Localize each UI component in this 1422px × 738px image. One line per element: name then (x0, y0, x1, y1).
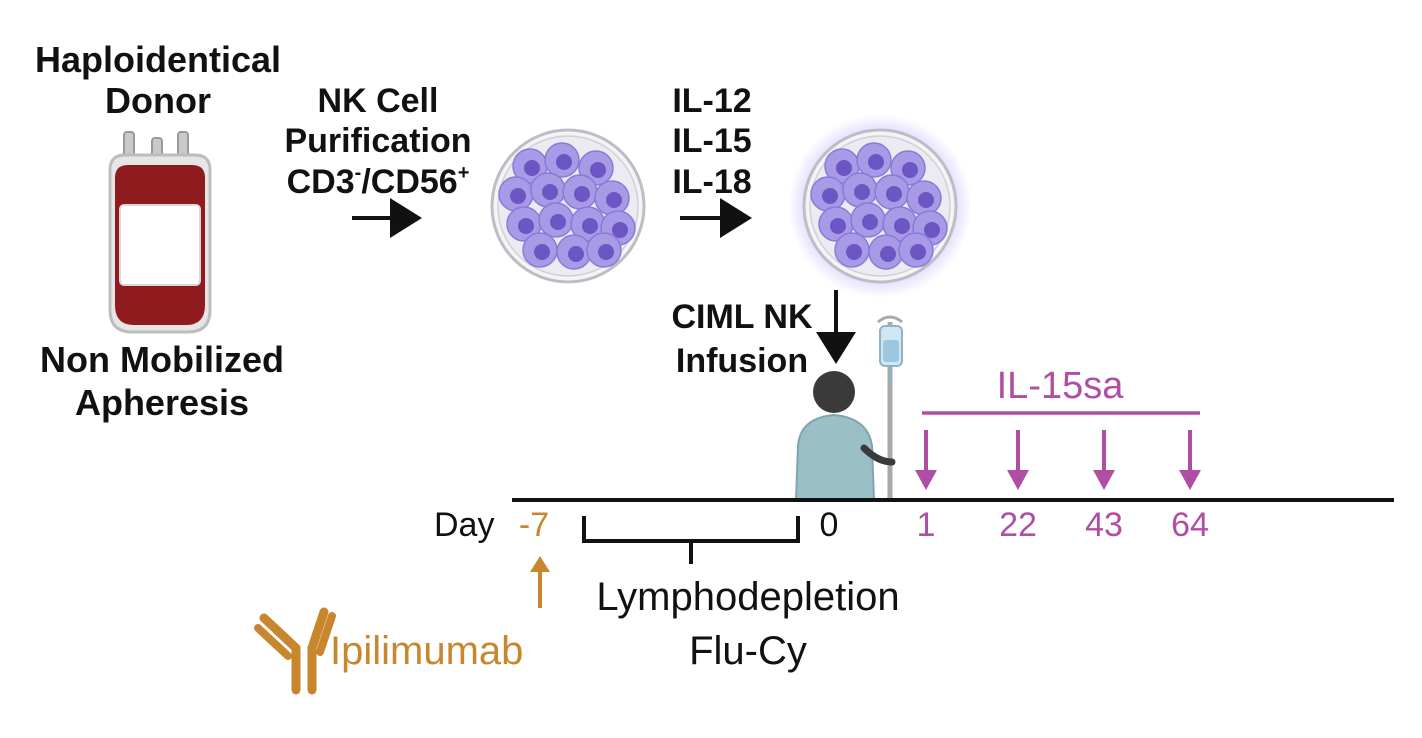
il15sa-day-label: 64 (1171, 506, 1209, 544)
il15sa-day-label: 43 (1085, 506, 1123, 544)
donor-title-line1: Haploidentical (35, 39, 281, 80)
donor-title-line2: Donor (105, 80, 211, 121)
cytokine-section: IL-12 IL-15 IL-18 (672, 82, 752, 238)
cytokine-il15: IL-15 (672, 122, 751, 160)
lymphodepletion-line2: Flu-Cy (689, 629, 807, 673)
nk-cell-dish (490, 128, 646, 284)
blood-bag-icon (108, 131, 212, 334)
cytokine-il12: IL-12 (672, 82, 751, 120)
day-0: 0 (820, 506, 839, 544)
marker-cd3: CD3 (287, 163, 355, 201)
ciml-nk-cells (810, 142, 948, 270)
il15sa-arrowhead (915, 470, 937, 490)
infusion-section: CIML NK Infusion (671, 290, 856, 380)
il15sa-day-label: 1 (917, 506, 936, 544)
il15sa-arrows (915, 430, 1201, 490)
infusion-line2: Infusion (676, 342, 808, 380)
antibody-icon (254, 607, 336, 695)
il15sa-arrowhead (1007, 470, 1029, 490)
cytokine-il18: IL-18 (672, 163, 751, 201)
purification-section: NK Cell Purification CD3-/CD56+ (284, 82, 472, 238)
timeline: Day -7 0 1 22 43 64 Lymphodepletion Flu-Cy (434, 498, 1394, 673)
nk-cells (498, 142, 636, 270)
donor-source-line2: Apheresis (75, 382, 249, 423)
day-minus7: -7 (519, 506, 549, 544)
lymphodepletion-line1: Lymphodepletion (596, 575, 899, 619)
ipilimumab-section: Ipilimumab (254, 607, 523, 695)
infusion-line1: CIML NK (671, 298, 812, 336)
donor-source-line1: Non Mobilized (40, 339, 284, 380)
marker-cd56: CD56 (371, 163, 458, 201)
marker-cd3-sup: - (355, 162, 362, 184)
il15sa-arrowhead (1179, 470, 1201, 490)
marker-cd56-sup: + (458, 162, 470, 184)
ciml-nk-dish (788, 114, 972, 298)
il15sa-arrowhead (1093, 470, 1115, 490)
il15sa-section: IL-15sa (915, 365, 1201, 490)
patient-icon (794, 315, 903, 501)
purification-line1: NK Cell (318, 82, 439, 120)
il15sa-day-label: 22 (999, 506, 1037, 544)
ipilimumab-label: Ipilimumab (330, 629, 523, 673)
day-label: Day (434, 506, 494, 544)
marker-separator: / (361, 163, 371, 201)
purification-markers: CD3-/CD56+ (287, 162, 470, 201)
il15sa-label: IL-15sa (997, 365, 1125, 407)
purification-line2: Purification (284, 122, 471, 160)
lymphodepletion-bracket (582, 516, 800, 543)
donor-section: Haploidentical Donor Non Mobilized Apher… (35, 39, 284, 423)
il15sa-day-labels: 1 22 43 64 (917, 506, 1209, 544)
